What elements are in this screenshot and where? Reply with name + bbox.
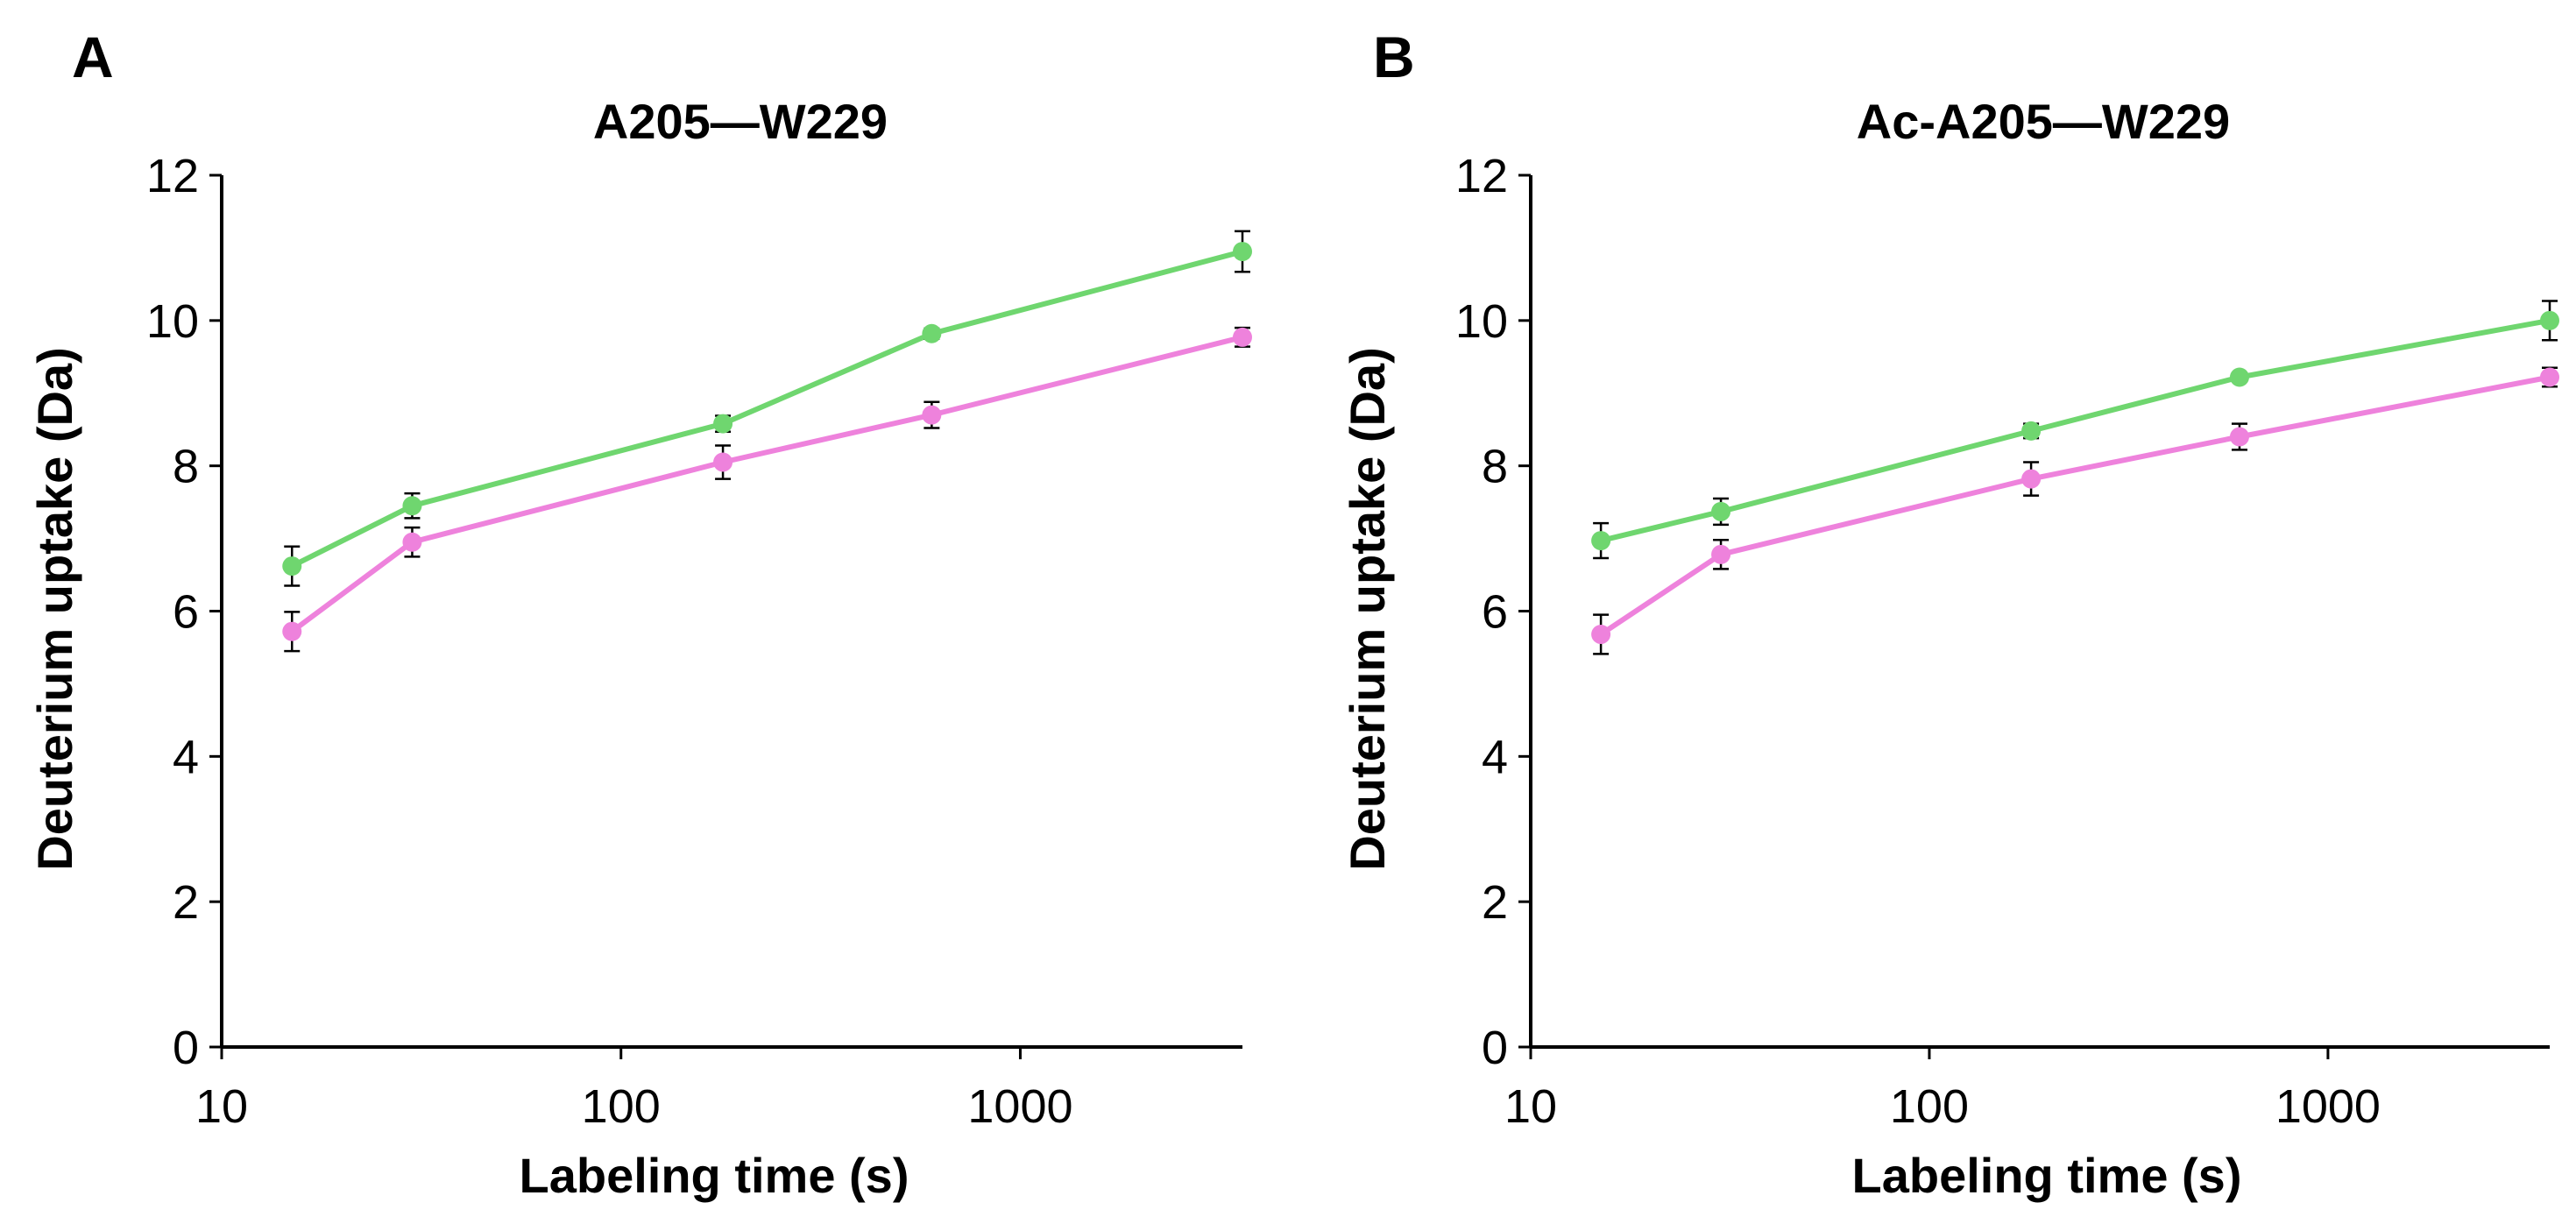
data-point-green: [282, 556, 302, 577]
y-tick-label: 12: [146, 150, 199, 202]
x-tick-label: 10: [1504, 1080, 1557, 1133]
y-tick-label: 10: [1455, 295, 1508, 348]
y-axis-label-a: Deuterium uptake (Da): [27, 347, 82, 870]
x-tick-label: 1000: [967, 1080, 1072, 1133]
panel-letter-b: B: [1373, 25, 1415, 89]
data-point-pink: [282, 621, 302, 641]
y-tick-label: 0: [173, 1022, 199, 1074]
data-point-pink: [2229, 427, 2249, 447]
y-tick-label: 6: [173, 586, 199, 639]
x-tick-label: 1000: [2275, 1080, 2381, 1133]
data-point-pink: [402, 532, 422, 552]
data-point-green: [2229, 367, 2249, 387]
data-point-green: [1711, 501, 1731, 521]
series-line-green: [289, 249, 1245, 570]
series-line-green: [1598, 317, 2552, 544]
data-point-pink: [2021, 469, 2042, 489]
y-tick-label: 0: [1482, 1022, 1508, 1074]
series-line-pink: [289, 334, 1245, 634]
chart-panel-a: A A205—W229 Deuterium uptake (Da) Labeli…: [27, 25, 1252, 1203]
data-point-green: [402, 496, 422, 516]
axes-b: 0 2 4 6 8 10 12 10 100 1000: [1455, 150, 2550, 1133]
x-tick-label: 100: [1890, 1080, 1969, 1133]
panel-letter-a: A: [72, 25, 114, 89]
data-point-pink: [713, 452, 733, 472]
data-point-green: [713, 414, 733, 434]
y-tick-label: 8: [1482, 441, 1508, 493]
data-point-pink: [1711, 544, 1731, 564]
data-point-green: [2540, 310, 2559, 330]
y-tick-label: 6: [1482, 586, 1508, 639]
data-point-pink: [2540, 367, 2559, 387]
data-point-pink: [922, 405, 942, 425]
y-tick-label: 2: [173, 876, 199, 929]
data-point-pink: [1591, 625, 1611, 645]
y-axis-label-b: Deuterium uptake (Da): [1340, 347, 1395, 870]
y-tick-label: 12: [1455, 150, 1508, 202]
chart-panel-b: B Ac-A205—W229 Deuterium uptake (Da) Lab…: [1340, 25, 2559, 1203]
data-point-green: [922, 323, 942, 343]
x-tick-label: 10: [195, 1080, 248, 1133]
y-tick-label: 10: [146, 295, 199, 348]
axes-a: 0 2 4 6 8 10 12 10 100 1000: [146, 150, 1242, 1133]
data-point-green: [1591, 531, 1611, 551]
x-axis-label-a: Labeling time (s): [520, 1148, 909, 1203]
data-point-pink: [1233, 327, 1252, 347]
chart-title-a: A205—W229: [593, 94, 888, 149]
plot-area-a: [282, 230, 1252, 653]
y-tick-label: 8: [173, 441, 199, 493]
x-tick-label: 100: [582, 1080, 661, 1133]
data-point-green: [1233, 242, 1252, 262]
data-point-green: [2021, 421, 2042, 441]
y-tick-label: 2: [1482, 876, 1508, 929]
y-tick-label: 4: [173, 731, 199, 783]
plot-area-b: [1591, 300, 2559, 655]
x-axis-label-b: Labeling time (s): [1852, 1148, 2242, 1203]
chart-title-b: Ac-A205—W229: [1857, 94, 2230, 149]
y-tick-label: 4: [1482, 731, 1508, 783]
